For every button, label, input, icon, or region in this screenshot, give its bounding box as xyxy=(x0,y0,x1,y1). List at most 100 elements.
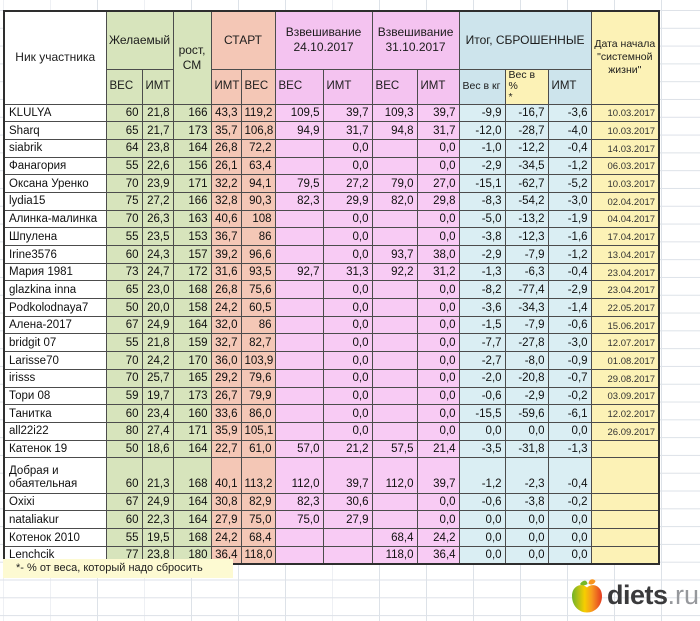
cell-nick: Larisse70 xyxy=(3,351,107,370)
cell-w2-bmi: 0,0 xyxy=(416,351,460,370)
cell-w2-bmi: 0,0 xyxy=(416,404,460,423)
diets-logo[interactable]: diets .ru xyxy=(569,577,699,614)
cell-w1-weight xyxy=(274,227,324,247)
cell-w1-bmi: 0,0 xyxy=(322,209,373,229)
cell-start-weight: 93,5 xyxy=(240,262,276,282)
cell-w2-weight: 82,0 xyxy=(371,191,418,211)
cell-nick: Алинка-малинка xyxy=(3,209,107,229)
cell-w1-weight xyxy=(274,156,324,176)
cell-start-bmi: 24,2 xyxy=(210,298,242,317)
cell-start-bmi: 32,2 xyxy=(210,174,242,193)
cell-height: 170 xyxy=(172,351,212,370)
cell-start-bmi: 26,8 xyxy=(210,138,242,158)
cell-w2-weight xyxy=(371,333,418,353)
cell-w1-bmi: 0,0 xyxy=(322,227,373,247)
cell-lost-kg: -9,9 xyxy=(458,103,506,123)
subheader-lost-kg: Вес в кг xyxy=(458,68,506,105)
cell-w1-weight xyxy=(274,298,324,317)
cell-start-bmi: 35,7 xyxy=(210,121,242,140)
cell-start-bmi: 27,9 xyxy=(210,510,242,530)
cell-desired-weight: 55 xyxy=(105,156,143,176)
cell-w2-weight xyxy=(371,351,418,370)
cell-start-weight: 86 xyxy=(240,315,276,335)
subheader-w2-weight: ВЕС xyxy=(371,68,418,105)
cell-lost-bmi: -1,6 xyxy=(547,227,592,247)
cell-lost-kg: -3,8 xyxy=(458,227,506,247)
cell-height: 172 xyxy=(172,262,212,282)
cell-start-date: 10.03.2017 xyxy=(590,121,660,140)
cell-w1-weight xyxy=(274,386,324,406)
cell-w2-weight xyxy=(371,298,418,317)
cell-desired-bmi: 25,7 xyxy=(141,368,174,388)
subheader-w1-weight: ВЕС xyxy=(274,68,324,105)
cell-start-date: 10.03.2017 xyxy=(590,174,660,193)
cell-desired-bmi: 26,3 xyxy=(141,209,174,229)
cell-w1-bmi: 0,0 xyxy=(322,280,373,300)
cell-start-bmi: 31,6 xyxy=(210,262,242,282)
cell-desired-bmi: 24,7 xyxy=(141,262,174,282)
subheader-desired-weight: ВЕС xyxy=(105,68,143,105)
cell-w1-bmi xyxy=(322,545,373,565)
cell-start-weight: 68,4 xyxy=(240,528,276,547)
cell-w1-weight: 92,7 xyxy=(274,262,324,282)
cell-lost-kg: -8,3 xyxy=(458,191,506,211)
cell-height: 158 xyxy=(172,298,212,317)
cell-height: 168 xyxy=(172,457,212,494)
cell-w2-bmi: 39,7 xyxy=(416,103,460,123)
cell-desired-bmi: 27,4 xyxy=(141,421,174,441)
table-row: glazkina inna 65 23,0 168 26,8 75,6 0,0 0,0 -8,2… xyxy=(3,280,660,300)
table-row: Мария 1981 73 24,7 172 31,6 93,5 92,7 31,3 92,2 3… xyxy=(3,262,660,282)
cell-start-weight: 82,9 xyxy=(240,492,276,512)
cell-w2-bmi: 21,4 xyxy=(416,439,460,459)
cell-w2-bmi: 0,0 xyxy=(416,492,460,512)
cell-lost-bmi: -2,9 xyxy=(547,280,592,300)
cell-start-bmi: 26,7 xyxy=(210,386,242,406)
cell-w1-weight xyxy=(274,138,324,158)
cell-start-weight: 60,5 xyxy=(240,298,276,317)
cell-lost-bmi: -4,0 xyxy=(547,121,592,140)
cell-lost-pct: 0,0 xyxy=(504,545,549,565)
cell-lost-kg: -2,0 xyxy=(458,368,506,388)
cell-w2-weight: 93,7 xyxy=(371,245,418,264)
cell-desired-bmi: 24,3 xyxy=(141,245,174,264)
cell-start-date: 15.06.2017 xyxy=(590,315,660,335)
cell-w1-bmi: 0,0 xyxy=(322,368,373,388)
cell-desired-weight: 60 xyxy=(105,457,143,494)
cell-lost-pct: -6,3 xyxy=(504,262,549,282)
cell-w2-bmi: 31,2 xyxy=(416,262,460,282)
cell-lost-kg: 0,0 xyxy=(458,421,506,441)
cell-height: 164 xyxy=(172,510,212,530)
cell-w1-bmi: 0,0 xyxy=(322,333,373,353)
cell-height: 165 xyxy=(172,368,212,388)
cell-lost-kg: -1,3 xyxy=(458,262,506,282)
cell-start-weight: 103,9 xyxy=(240,351,276,370)
table-row: Катенок 19 50 18,6 164 22,7 61,0 57,0 21,2 57,5 2… xyxy=(3,439,660,459)
cell-lost-pct: -54,2 xyxy=(504,191,549,211)
cell-lost-bmi: -0,4 xyxy=(547,262,592,282)
cell-w2-weight xyxy=(371,404,418,423)
cell-start-weight: 61,0 xyxy=(240,439,276,459)
cell-w1-bmi: 0,0 xyxy=(322,404,373,423)
cell-w1-bmi: 31,7 xyxy=(322,121,373,140)
cell-lost-pct: -7,9 xyxy=(504,245,549,264)
cell-lost-pct: -28,7 xyxy=(504,121,549,140)
cell-w2-bmi: 38,0 xyxy=(416,245,460,264)
cell-w1-weight: 82,3 xyxy=(274,191,324,211)
cell-height: 166 xyxy=(172,191,212,211)
cell-w1-weight: 109,5 xyxy=(274,103,324,123)
cell-w2-weight: 57,5 xyxy=(371,439,418,459)
cell-start-date xyxy=(590,545,660,565)
cell-desired-weight: 65 xyxy=(105,121,143,140)
cell-desired-bmi: 20,0 xyxy=(141,298,174,317)
cell-height: 164 xyxy=(172,315,212,335)
footnote: *- % от веса, который надо сбросить xyxy=(3,559,233,578)
cell-w1-weight: 94,9 xyxy=(274,121,324,140)
cell-desired-bmi: 24,9 xyxy=(141,492,174,512)
cell-height: 159 xyxy=(172,333,212,353)
cell-lost-kg: -2,9 xyxy=(458,245,506,264)
cell-w1-weight xyxy=(274,528,324,547)
cell-lost-kg: -3,6 xyxy=(458,298,506,317)
subheader-start-weight: ВЕС xyxy=(240,68,276,105)
cell-desired-bmi: 23,9 xyxy=(141,174,174,193)
cell-start-bmi: 35,9 xyxy=(210,421,242,441)
